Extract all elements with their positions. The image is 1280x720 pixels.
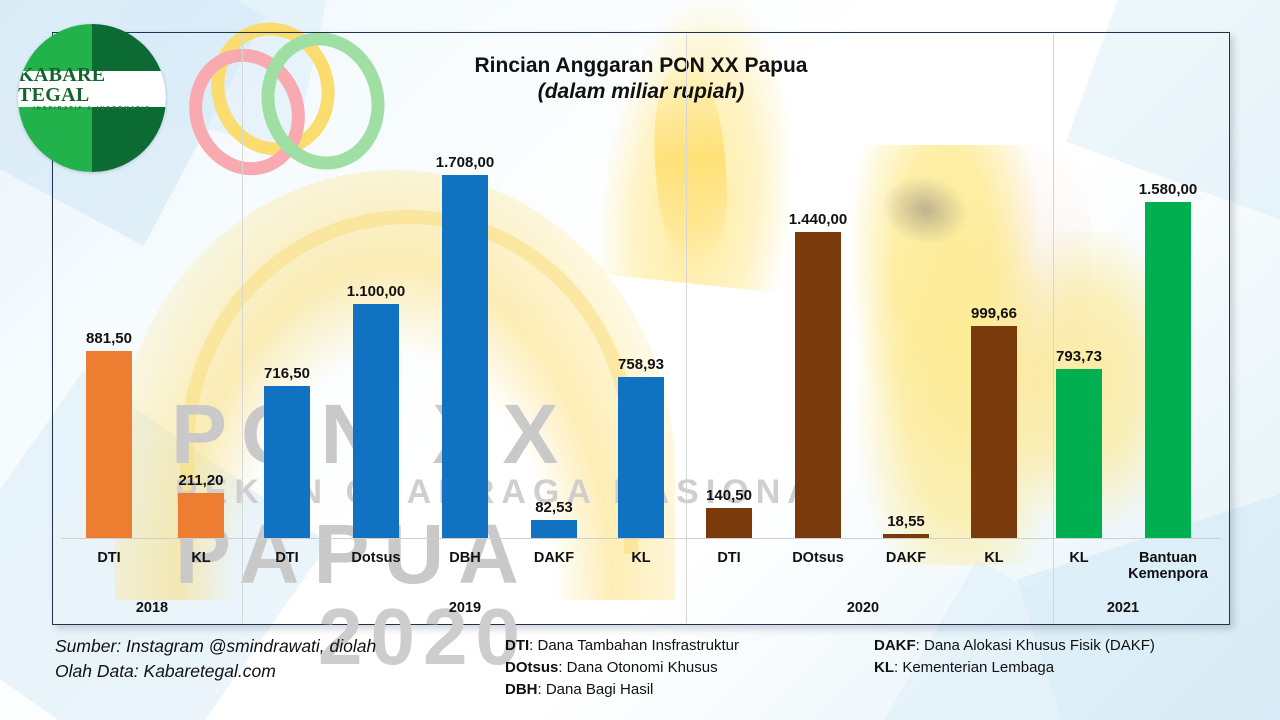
bar [971,326,1017,538]
category-label: DTI [97,550,121,566]
legend-abbr: DTI [505,637,530,654]
category-label: DBH [449,550,481,566]
year-label: 2020 [846,600,880,616]
category-label: DTI [275,550,299,566]
kabare-tegal-logo: KABARE TEGAL INSPIRATIF & INFORMATIF [18,24,166,172]
bar-value-label: 881,50 [86,330,132,347]
legend-abbr: DOtsus [505,659,559,676]
bar-value-label: 1.100,00 [346,283,406,300]
chart-title-block: Rincian Anggaran PON XX Papua (dalam mil… [53,53,1229,105]
bar-value-label: 1.440,00 [788,211,848,228]
bar [795,232,841,538]
bar [442,175,488,538]
bar-value-label: 999,66 [971,305,1017,322]
bar [1056,369,1102,538]
category-label: KL [1069,550,1089,566]
category-label: DAKF [885,550,927,566]
bar-value-label: 793,73 [1056,348,1102,365]
bar [1145,202,1191,538]
bar-value-label: 82,53 [535,499,573,516]
source-line-2: Olah Data: Kabaretegal.com [55,661,276,681]
year-label: 2021 [1106,600,1140,616]
category-label: DAKF [533,550,575,566]
logo-text-band: KABARE TEGAL INSPIRATIF & INFORMATIF [18,65,166,112]
bar-value-label: 716,50 [264,365,310,382]
legend-abbr: DBH [505,681,538,698]
chart-subtitle: (dalam miliar rupiah) [537,80,745,103]
bar [86,351,132,538]
logo-tagline: INSPIRATIF & INFORMATIF [33,106,151,112]
legend-entry: DOtsus: Dana Otonomi Khusus [505,657,739,679]
bar-value-label: 140,50 [706,487,752,504]
bar-value-label: 1.580,00 [1138,181,1198,198]
chart-title: Rincian Anggaran PON XX Papua [474,54,808,77]
bar [883,534,929,538]
legend-abbr: KL [874,659,894,676]
year-label: 2018 [135,600,169,616]
source-line-1: Sumber: Instagram @smindrawati, diolah [55,636,377,656]
category-label: KL [191,550,211,566]
legend-entry: DTI: Dana Tambahan Insfrastruktur [505,635,739,657]
group-separator [242,34,243,623]
year-label: 2019 [448,600,482,616]
legend-column-1: DTI: Dana Tambahan Insfrastruktur DOtsus:… [505,635,739,701]
category-label: KL [631,550,651,566]
legend-entry: DAKF: Dana Alokasi Khusus Fisik (DAKF) [874,635,1155,657]
bar [618,377,664,538]
legend-column-2: DAKF: Dana Alokasi Khusus Fisik (DAKF) KL… [874,635,1155,679]
bar [178,493,224,538]
bar [353,304,399,538]
bar-value-label: 1.708,00 [435,154,495,171]
legend-description: : Dana Tambahan Insfrastruktur [529,637,740,654]
bar-value-label: 758,93 [618,356,664,373]
category-label: Bantuan Kemenpora [1128,550,1208,582]
legend-abbr: DAKF [874,637,916,654]
group-separator [686,34,687,623]
category-label: DOtsus [792,550,844,566]
source-credit: Sumber: Instagram @smindrawati, diolah O… [55,634,376,684]
category-label: KL [984,550,1004,566]
axis-baseline [61,538,1221,539]
chart-panel: PON XX PEKAN OLAHRAGA NASIONAL PAPUA 202… [52,32,1230,681]
legend-entry: KL: Kementerian Lembaga [874,657,1155,679]
legend-description: : Dana Bagi Hasil [537,681,654,698]
plot-area: PON XX PEKAN OLAHRAGA NASIONAL PAPUA 202… [53,33,1229,681]
watermark-year: 2020 [318,592,528,681]
group-separator [1053,34,1054,623]
category-label: Dotsus [351,550,401,566]
legend-entry: DBH: Dana Bagi Hasil [505,679,739,701]
legend-description: : Dana Alokasi Khusus Fisik (DAKF) [915,637,1155,654]
category-label: DTI [717,550,741,566]
bar-value-label: 211,20 [178,472,224,489]
legend-description: : Dana Otonomi Khusus [558,659,718,676]
bar-value-label: 18,55 [887,513,925,530]
footer: Sumber: Instagram @smindrawati, diolah O… [0,626,1280,720]
bar [264,386,310,538]
bar [531,520,577,538]
logo-name: KABARE TEGAL [18,64,106,106]
bar [706,508,752,538]
legend-description: : Kementerian Lembaga [894,659,1055,676]
